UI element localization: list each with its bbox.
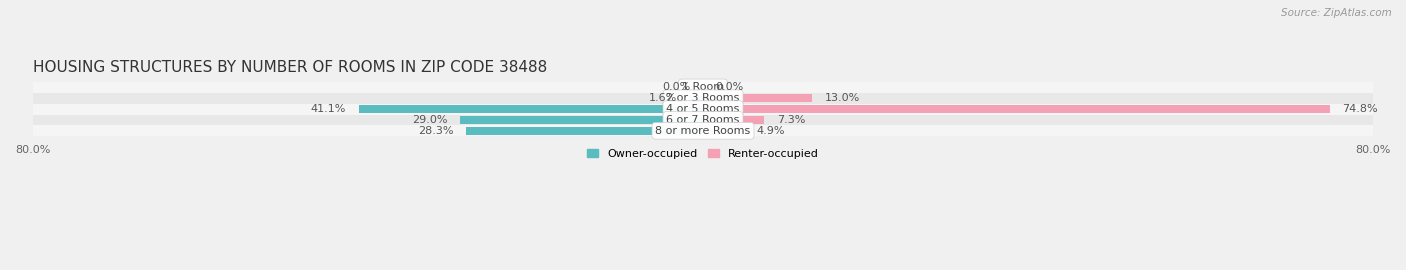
Text: 0.0%: 0.0%: [662, 82, 690, 92]
Text: 4 or 5 Rooms: 4 or 5 Rooms: [666, 104, 740, 114]
Bar: [32, 93, 1374, 104]
Text: Source: ZipAtlas.com: Source: ZipAtlas.com: [1281, 8, 1392, 18]
Bar: [689, 94, 703, 102]
Text: 29.0%: 29.0%: [412, 115, 447, 125]
Legend: Owner-occupied, Renter-occupied: Owner-occupied, Renter-occupied: [586, 149, 820, 159]
Text: 1 Room: 1 Room: [682, 82, 724, 92]
Bar: [703, 94, 811, 102]
Text: 6 or 7 Rooms: 6 or 7 Rooms: [666, 115, 740, 125]
Bar: [703, 105, 1330, 113]
Text: HOUSING STRUCTURES BY NUMBER OF ROOMS IN ZIP CODE 38488: HOUSING STRUCTURES BY NUMBER OF ROOMS IN…: [32, 60, 547, 75]
Text: 13.0%: 13.0%: [824, 93, 859, 103]
Text: 8 or more Rooms: 8 or more Rooms: [655, 126, 751, 136]
Text: 41.1%: 41.1%: [311, 104, 346, 114]
Text: 0.0%: 0.0%: [716, 82, 744, 92]
Bar: [32, 125, 1374, 136]
Text: 1.6%: 1.6%: [648, 93, 678, 103]
Bar: [32, 82, 1374, 93]
Text: 4.9%: 4.9%: [756, 126, 785, 136]
Text: 7.3%: 7.3%: [776, 115, 806, 125]
Text: 74.8%: 74.8%: [1343, 104, 1378, 114]
Bar: [460, 116, 703, 124]
Bar: [703, 127, 744, 135]
Bar: [32, 104, 1374, 114]
Text: 2 or 3 Rooms: 2 or 3 Rooms: [666, 93, 740, 103]
Bar: [465, 127, 703, 135]
Bar: [703, 116, 765, 124]
Text: 28.3%: 28.3%: [418, 126, 453, 136]
Bar: [359, 105, 703, 113]
Bar: [32, 114, 1374, 125]
